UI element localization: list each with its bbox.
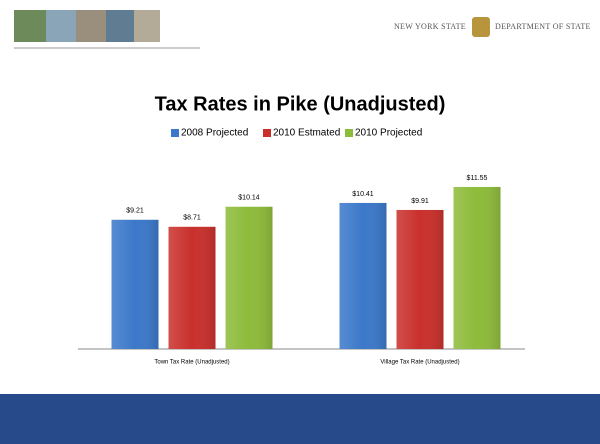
- bar-shade: [339, 202, 387, 349]
- legend-swatch: [171, 129, 179, 137]
- legend-swatch: [345, 129, 353, 137]
- header-left-text: New York State: [394, 22, 466, 31]
- value-label: $9.91: [411, 198, 429, 205]
- bar-shade: [453, 186, 501, 349]
- value-label: $10.14: [238, 195, 260, 202]
- bar-shade: [225, 206, 273, 349]
- x-tick-label: Village Tax Rate (Unadjusted): [380, 360, 459, 366]
- bar-shade: [168, 226, 216, 349]
- value-label: $11.55: [467, 175, 488, 182]
- bar-shade: [396, 209, 444, 349]
- seal: [472, 17, 490, 37]
- chart-title: Tax Rates in Pike (Unadjusted): [155, 93, 446, 115]
- value-label: $8.71: [183, 215, 201, 222]
- legend-label: 2010 Projected: [355, 128, 422, 139]
- legend-label: 2008 Projected: [181, 128, 248, 139]
- bar-shade: [111, 219, 159, 349]
- legend-label: 2010 Estmated: [273, 128, 340, 139]
- footer-band: [0, 394, 600, 444]
- value-label: $9.21: [126, 208, 144, 215]
- value-label: $10.41: [352, 191, 374, 198]
- header-right-text: Department of State: [495, 22, 591, 31]
- legend-swatch: [263, 129, 271, 137]
- header-photos: [14, 10, 200, 49]
- x-tick-label: Town Tax Rate (Unadjusted): [154, 360, 229, 366]
